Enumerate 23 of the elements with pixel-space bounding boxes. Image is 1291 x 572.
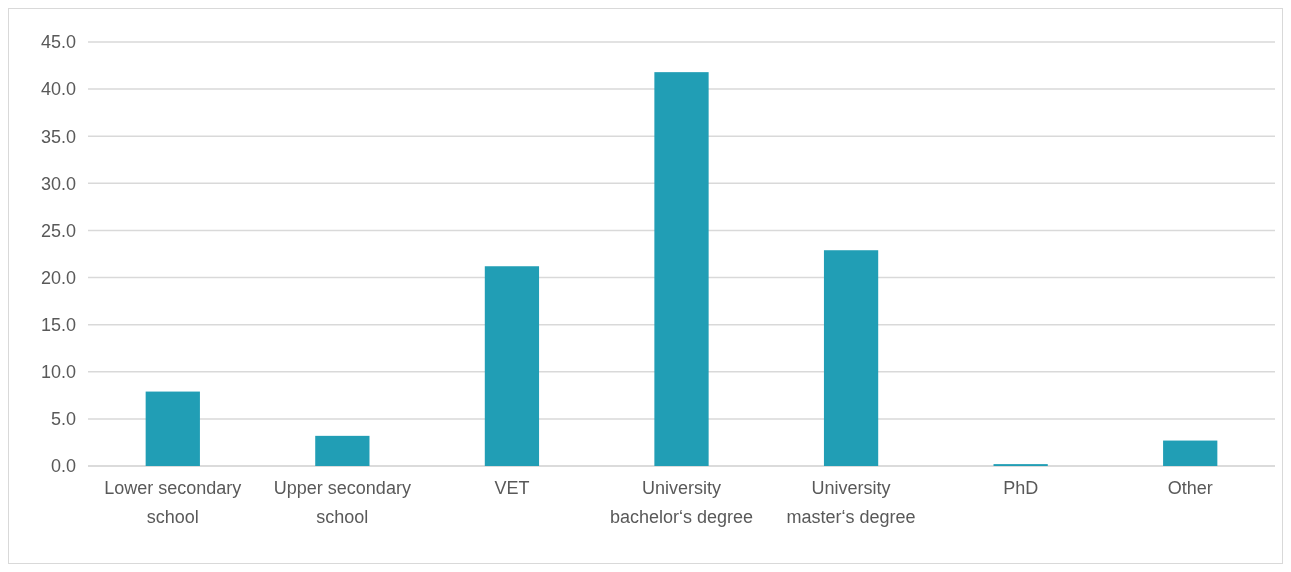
y-tick-label: 20.0 bbox=[40, 267, 76, 288]
y-tick-label: 5.0 bbox=[50, 409, 76, 430]
x-tick-label: Lower secondary school bbox=[104, 478, 242, 527]
x-tick-label: University master‘s degree bbox=[786, 478, 916, 527]
y-tick-label: 35.0 bbox=[40, 126, 76, 147]
bar bbox=[1163, 440, 1218, 466]
bar bbox=[654, 72, 709, 466]
bar bbox=[145, 391, 200, 466]
x-tick-label: VET bbox=[494, 478, 530, 498]
y-tick-label: 40.0 bbox=[40, 79, 76, 100]
y-tick-label: 15.0 bbox=[40, 314, 76, 335]
bar bbox=[484, 266, 540, 466]
bar bbox=[315, 435, 370, 466]
y-tick-label: 45.0 bbox=[40, 32, 76, 53]
bar bbox=[823, 250, 879, 466]
x-tick-label: University bachelor‘s degree bbox=[609, 478, 754, 527]
y-tick-label: 30.0 bbox=[40, 173, 76, 194]
x-tick-label: PhD bbox=[1003, 478, 1039, 498]
y-tick-label: 10.0 bbox=[40, 362, 76, 383]
y-tick-label: 0.0 bbox=[50, 456, 76, 477]
y-tick-label: 25.0 bbox=[40, 220, 76, 241]
x-tick-label: Other bbox=[1167, 478, 1213, 498]
x-tick-label: Upper secondary school bbox=[273, 478, 411, 527]
